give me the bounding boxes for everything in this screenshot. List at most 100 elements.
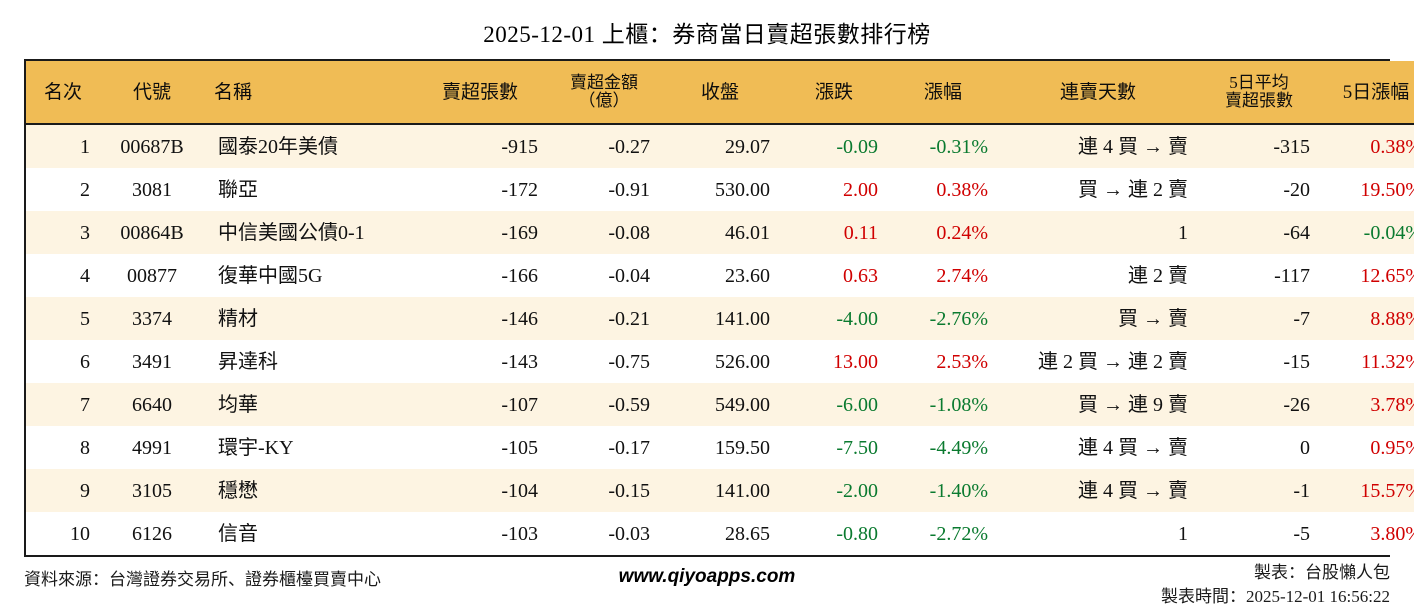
- table-row[interactable]: 5 3374 精材 -146 -0.21 141.00 -4.00 -2.76% 買 → 賣 -7…: [26, 297, 1414, 341]
- cell-avg5: -20: [1198, 168, 1320, 212]
- cell-change: -7.50: [780, 426, 888, 470]
- cell-rank: 4: [26, 254, 100, 298]
- cell-close: 28.65: [660, 512, 780, 556]
- cell-percent: -2.76%: [888, 297, 998, 341]
- col-header-volume: 賣超張數: [412, 61, 548, 126]
- cell-close: 159.50: [660, 426, 780, 470]
- col-header-code: 代號: [100, 61, 204, 126]
- col-header-change: 漲跌: [780, 61, 888, 126]
- cell-sell-days: 買 → 連 9 賣: [998, 383, 1198, 427]
- cell-percent: 2.74%: [888, 254, 998, 298]
- cell-volume: -915: [412, 124, 548, 169]
- col-header-amount: 賣超金額 （億）: [548, 61, 660, 126]
- table-header: 名次 代號 名稱 賣超張數 賣超金額 （億） 收盤 漲跌 漲幅 連賣天數 5日平…: [26, 61, 1414, 126]
- cell-change: 0.63: [780, 254, 888, 298]
- cell-close: 530.00: [660, 168, 780, 212]
- cell-rank: 7: [26, 383, 100, 427]
- cell-sell-days: 連 4 買 → 賣: [998, 469, 1198, 513]
- cell-volume: -166: [412, 254, 548, 298]
- cell-amount: -0.03: [548, 512, 660, 556]
- col-header-sell-days: 連賣天數: [998, 61, 1198, 126]
- cell-pct5: 8.88%: [1320, 297, 1414, 341]
- cell-rank: 10: [26, 512, 100, 556]
- cell-code: 6126: [100, 512, 204, 556]
- cell-name: 復華中國5G: [204, 254, 412, 298]
- cell-amount: -0.15: [548, 469, 660, 513]
- cell-rank: 8: [26, 426, 100, 470]
- cell-code: 3081: [100, 168, 204, 212]
- cell-pct5: 3.80%: [1320, 512, 1414, 556]
- cell-change: -6.00: [780, 383, 888, 427]
- cell-avg5: -5: [1198, 512, 1320, 556]
- cell-code: 6640: [100, 383, 204, 427]
- table-row[interactable]: 9 3105 穩懋 -104 -0.15 141.00 -2.00 -1.40% 連 4 買 →…: [26, 469, 1414, 513]
- cell-volume: -107: [412, 383, 548, 427]
- cell-sell-days: 買 → 連 2 賣: [998, 168, 1198, 212]
- page-title: 2025-12-01 上櫃：券商當日賣超張數排行榜: [483, 22, 931, 47]
- cell-volume: -103: [412, 512, 548, 556]
- cell-pct5: 11.32%: [1320, 340, 1414, 384]
- cell-percent: -1.40%: [888, 469, 998, 513]
- cell-rank: 5: [26, 297, 100, 341]
- cell-code: 00687B: [100, 124, 204, 169]
- cell-percent: -0.31%: [888, 124, 998, 169]
- footer-website: www.qiyoapps.com: [618, 566, 796, 588]
- cell-name: 穩懋: [204, 469, 412, 513]
- cell-percent: 2.53%: [888, 340, 998, 384]
- cell-amount: -0.75: [548, 340, 660, 384]
- cell-rank: 1: [26, 124, 100, 169]
- cell-code: 00864B: [100, 211, 204, 255]
- cell-change: -2.00: [780, 469, 888, 513]
- cell-pct5: 0.95%: [1320, 426, 1414, 470]
- cell-name: 精材: [204, 297, 412, 341]
- cell-name: 中信美國公債0-1: [204, 211, 412, 255]
- cell-close: 549.00: [660, 383, 780, 427]
- cell-avg5: -26: [1198, 383, 1320, 427]
- table-row[interactable]: 10 6126 信音 -103 -0.03 28.65 -0.80 -2.72% 1 -5 3.80…: [26, 512, 1414, 556]
- col-header-avg5-sub: 賣超張數: [1225, 91, 1293, 111]
- table-row[interactable]: 4 00877 復華中國5G -166 -0.04 23.60 0.63 2.74% 連 2 賣…: [26, 254, 1414, 298]
- cell-name: 聯亞: [204, 168, 412, 212]
- cell-close: 141.00: [660, 297, 780, 341]
- cell-amount: -0.04: [548, 254, 660, 298]
- cell-volume: -104: [412, 469, 548, 513]
- cell-sell-days: 1: [998, 211, 1198, 255]
- table-row[interactable]: 8 4991 環宇-KY -105 -0.17 159.50 -7.50 -4.49% 連 4 …: [26, 426, 1414, 470]
- cell-change: 13.00: [780, 340, 888, 384]
- cell-sell-days: 連 4 買 → 賣: [998, 426, 1198, 470]
- cell-volume: -169: [412, 211, 548, 255]
- cell-pct5: -0.04%: [1320, 211, 1414, 255]
- footer-maker-time: 製表時間：2025-12-01 16:56:22: [1160, 587, 1390, 607]
- cell-amount: -0.91: [548, 168, 660, 212]
- cell-pct5: 15.57%: [1320, 469, 1414, 513]
- footer: 資料來源：台灣證券交易所、證券櫃檯買賣中心 www.qiyoapps.com 製…: [24, 557, 1390, 615]
- cell-rank: 2: [26, 168, 100, 212]
- cell-sell-days: 連 4 買 → 賣: [998, 124, 1198, 169]
- table-row[interactable]: 1 00687B 國泰20年美債 -915 -0.27 29.07 -0.09 -0.31% 連…: [26, 124, 1414, 169]
- cell-name: 均華: [204, 383, 412, 427]
- cell-avg5: -7: [1198, 297, 1320, 341]
- cell-amount: -0.17: [548, 426, 660, 470]
- cell-close: 29.07: [660, 124, 780, 169]
- table-body: 1 00687B 國泰20年美債 -915 -0.27 29.07 -0.09 -0.31% 連…: [26, 124, 1414, 556]
- cell-name: 昇達科: [204, 340, 412, 384]
- cell-change: 0.11: [780, 211, 888, 255]
- footer-source: 資料來源：台灣證券交易所、證券櫃檯買賣中心: [24, 570, 381, 590]
- cell-volume: -146: [412, 297, 548, 341]
- table-row[interactable]: 2 3081 聯亞 -172 -0.91 530.00 2.00 0.38% 買 → 連 2 賣…: [26, 168, 1414, 212]
- cell-change: -0.80: [780, 512, 888, 556]
- cell-name: 信音: [204, 512, 412, 556]
- cell-close: 23.60: [660, 254, 780, 298]
- col-header-avg5-main: 5日平均: [1229, 73, 1289, 93]
- table-row[interactable]: 6 3491 昇達科 -143 -0.75 526.00 13.00 2.53% 連 2 買 →…: [26, 340, 1414, 384]
- footer-maker-block: 製表：台股懶人包 製表時間：2025-12-01 16:56:22: [1161, 561, 1390, 609]
- cell-change: 2.00: [780, 168, 888, 212]
- col-header-amount-main: 賣超金額: [570, 73, 638, 93]
- col-header-avg5: 5日平均 賣超張數: [1198, 61, 1320, 126]
- cell-close: 526.00: [660, 340, 780, 384]
- cell-rank: 6: [26, 340, 100, 384]
- cell-rank: 3: [26, 211, 100, 255]
- table-row[interactable]: 3 00864B 中信美國公債0-1 -169 -0.08 46.01 0.11 0.24% 1…: [26, 211, 1414, 255]
- table-row[interactable]: 7 6640 均華 -107 -0.59 549.00 -6.00 -1.08% 買 → 連 9…: [26, 383, 1414, 427]
